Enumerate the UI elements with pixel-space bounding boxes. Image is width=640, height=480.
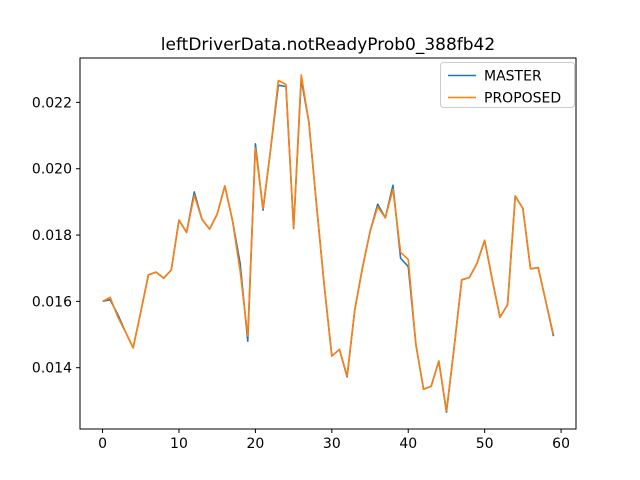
y-axis-ticks: 0.014 0.016 0.018 0.020 0.022 <box>32 95 80 377</box>
x-tick-label: 40 <box>399 436 417 452</box>
x-tick-label: 60 <box>552 436 570 452</box>
y-tick-label: 0.022 <box>32 95 72 111</box>
y-tick-label: 0.014 <box>32 361 72 377</box>
y-tick-label: 0.016 <box>32 294 72 310</box>
x-tick-label: 0 <box>98 436 107 452</box>
series-line-proposed <box>102 74 555 412</box>
y-tick-label: 0.018 <box>32 228 72 244</box>
x-tick-label: 50 <box>476 436 494 452</box>
y-tick-label: 0.020 <box>32 162 72 178</box>
legend: MASTER PROPOSED <box>440 62 575 108</box>
plot-area <box>79 57 577 430</box>
x-tick-label: 30 <box>323 436 341 452</box>
legend-box <box>440 62 575 108</box>
legend-label-proposed: PROPOSED <box>484 91 561 107</box>
x-axis-ticks: 0 10 20 30 40 50 60 <box>98 429 570 452</box>
legend-label-master: MASTER <box>484 69 542 85</box>
series-lines <box>102 74 555 413</box>
chart-title: leftDriverData.notReadyProb0_388fb42 <box>161 35 495 55</box>
x-tick-label: 20 <box>246 436 264 452</box>
x-tick-label: 10 <box>170 436 188 452</box>
